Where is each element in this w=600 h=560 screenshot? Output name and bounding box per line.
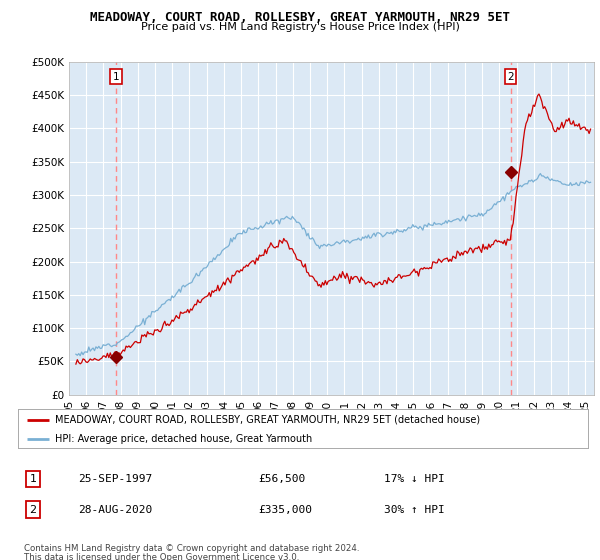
- Text: £335,000: £335,000: [258, 505, 312, 515]
- Text: Contains HM Land Registry data © Crown copyright and database right 2024.: Contains HM Land Registry data © Crown c…: [24, 544, 359, 553]
- Text: 28-AUG-2020: 28-AUG-2020: [78, 505, 152, 515]
- Text: Price paid vs. HM Land Registry's House Price Index (HPI): Price paid vs. HM Land Registry's House …: [140, 22, 460, 32]
- Text: 2: 2: [29, 505, 37, 515]
- Text: MEADOWAY, COURT ROAD, ROLLESBY, GREAT YARMOUTH, NR29 5ET (detached house): MEADOWAY, COURT ROAD, ROLLESBY, GREAT YA…: [55, 415, 480, 425]
- Text: HPI: Average price, detached house, Great Yarmouth: HPI: Average price, detached house, Grea…: [55, 433, 313, 444]
- Text: 30% ↑ HPI: 30% ↑ HPI: [384, 505, 445, 515]
- Text: This data is licensed under the Open Government Licence v3.0.: This data is licensed under the Open Gov…: [24, 553, 299, 560]
- Text: 1: 1: [113, 72, 119, 82]
- Text: 25-SEP-1997: 25-SEP-1997: [78, 474, 152, 484]
- Text: 17% ↓ HPI: 17% ↓ HPI: [384, 474, 445, 484]
- Text: MEADOWAY, COURT ROAD, ROLLESBY, GREAT YARMOUTH, NR29 5ET: MEADOWAY, COURT ROAD, ROLLESBY, GREAT YA…: [90, 11, 510, 24]
- Text: 2: 2: [507, 72, 514, 82]
- Text: £56,500: £56,500: [258, 474, 305, 484]
- Text: 1: 1: [29, 474, 37, 484]
